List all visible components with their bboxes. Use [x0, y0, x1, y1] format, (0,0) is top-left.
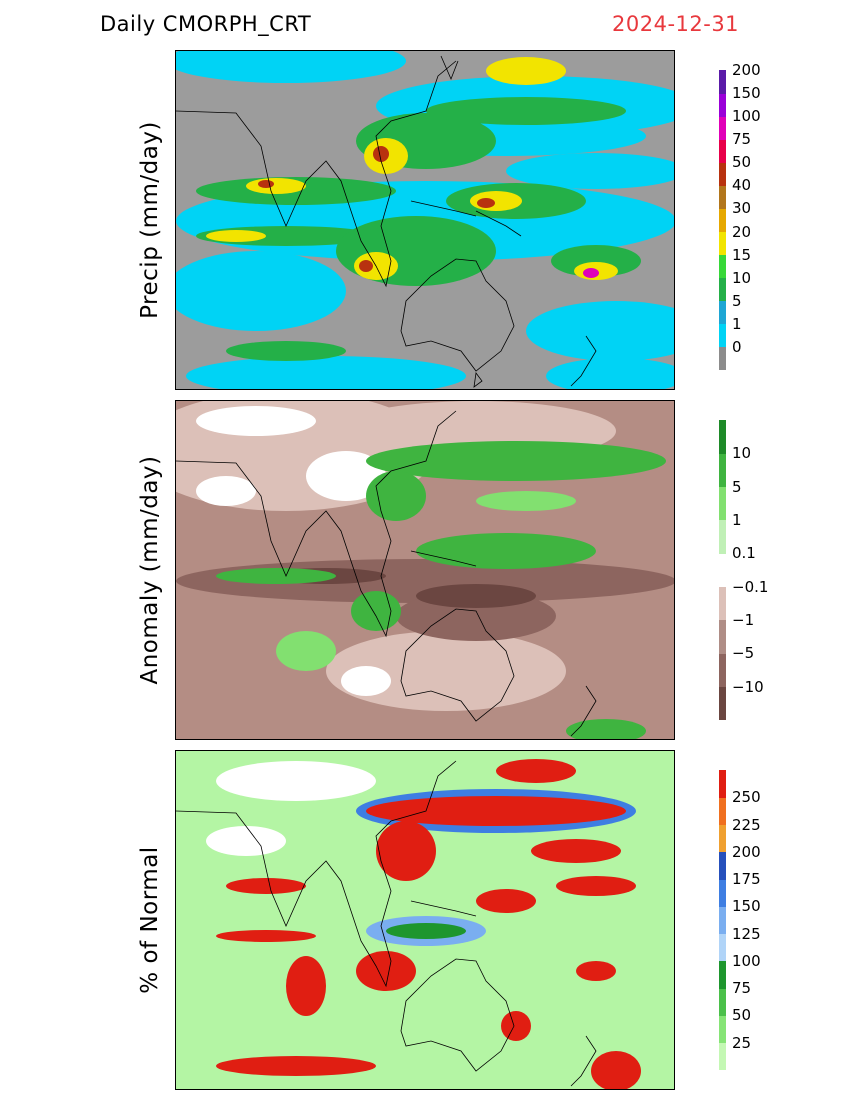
colorbar-tick-label: 10 — [732, 268, 752, 287]
colorbar-tick-label: 0.1 — [732, 544, 756, 563]
colorbar-tick-label: 20 — [732, 222, 752, 241]
colorbar-tick-label: −1 — [732, 611, 755, 629]
date-label: 2024-12-31 — [612, 12, 740, 36]
colorbar-tick-label: 5 — [732, 477, 742, 496]
coastline — [176, 760, 597, 1087]
colorbar-tick-label: 0 — [732, 337, 742, 356]
colorbar-tick-label: 5 — [732, 291, 742, 310]
colorbar-tick-label: 1 — [732, 314, 742, 333]
colorbar-segment — [719, 933, 726, 962]
coastline — [176, 410, 597, 737]
colorbar-segment — [719, 553, 726, 588]
colorbar-tick-label: 100 — [732, 951, 761, 970]
colorbar-segment — [719, 346, 726, 371]
colorbar-segment — [719, 620, 726, 654]
colorbar-segment — [719, 116, 726, 140]
colorbar-tick-label: 75 — [732, 130, 752, 149]
percent-normal-map[interactable] — [175, 750, 675, 1090]
coastline — [176, 55, 597, 388]
colorbar-segment — [719, 653, 726, 688]
colorbar-segment — [719, 300, 726, 325]
anomaly-axis-label: Anomaly (mm/day) — [137, 455, 163, 685]
colorbar-segment — [719, 453, 726, 488]
percent-normal-axis-label: % of Normal — [137, 846, 163, 994]
anomaly-field — [176, 401, 674, 739]
product-title: Daily CMORPH_CRT — [100, 12, 312, 36]
percent-field — [206, 759, 641, 1089]
colorbar-tick-label: 40 — [732, 176, 752, 195]
colorbar-tick-label: 150 — [732, 897, 761, 916]
colorbar-tick-label: 125 — [732, 924, 761, 943]
colorbar-tick-label: 150 — [732, 84, 761, 103]
colorbar-segment — [719, 93, 726, 117]
precip-rain-field — [176, 51, 674, 389]
colorbar-segment — [719, 323, 726, 348]
colorbar-tick-label: 1 — [732, 511, 742, 529]
colorbar-segment — [719, 586, 726, 621]
percent-normal-colorbar — [719, 770, 726, 1071]
colorbar-segment — [719, 486, 726, 521]
colorbar-tick-label: −0.1 — [732, 577, 769, 596]
colorbar-segment — [719, 1042, 726, 1071]
colorbar-segment — [719, 520, 726, 554]
colorbar-tick-label: −5 — [732, 644, 755, 663]
anomaly-map[interactable] — [175, 400, 675, 740]
colorbar-segment — [719, 988, 726, 1016]
colorbar-tick-label: 50 — [732, 1006, 752, 1025]
precip-axis-label: Precip (mm/day) — [137, 121, 163, 319]
colorbar-segment — [719, 185, 726, 209]
precip-colorbar — [719, 70, 726, 371]
colorbar-segment — [719, 960, 726, 989]
colorbar-tick-label: 30 — [732, 199, 752, 218]
colorbar-tick-label: 25 — [732, 1033, 752, 1052]
colorbar-tick-label: 225 — [732, 815, 761, 834]
colorbar-segment — [719, 231, 726, 256]
colorbar-segment — [719, 208, 726, 233]
colorbar-segment — [719, 686, 726, 721]
precip-map[interactable] — [175, 50, 675, 390]
colorbar-tick-label: 10 — [732, 444, 752, 463]
colorbar-segment — [719, 70, 726, 94]
colorbar-segment — [719, 139, 726, 163]
colorbar-segment — [719, 254, 726, 279]
colorbar-tick-label: −10 — [732, 677, 764, 696]
colorbar-segment — [719, 770, 726, 798]
colorbar-segment — [719, 1015, 726, 1044]
colorbar-segment — [719, 277, 726, 302]
anomaly-colorbar — [719, 420, 726, 721]
colorbar-tick-label: 175 — [732, 870, 761, 889]
colorbar-segment — [719, 879, 726, 907]
colorbar-segment — [719, 797, 726, 826]
colorbar-segment — [719, 851, 726, 880]
colorbar-tick-label: 15 — [732, 245, 752, 264]
colorbar-tick-label: 50 — [732, 153, 752, 172]
colorbar-tick-label: 75 — [732, 979, 752, 998]
colorbar-tick-label: 250 — [732, 788, 761, 807]
colorbar-segment — [719, 162, 726, 186]
colorbar-segment — [719, 420, 726, 454]
colorbar-tick-label: 100 — [732, 107, 761, 126]
colorbar-tick-label: 200 — [732, 842, 761, 861]
colorbar-segment — [719, 906, 726, 935]
colorbar-tick-label: 200 — [732, 61, 761, 79]
colorbar-segment — [719, 824, 726, 853]
